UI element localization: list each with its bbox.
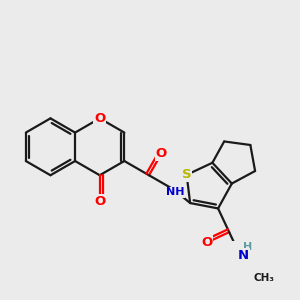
Text: CH₃: CH₃ xyxy=(254,273,274,283)
Text: H: H xyxy=(243,242,252,252)
Text: O: O xyxy=(201,236,212,249)
Text: S: S xyxy=(182,168,191,181)
Text: O: O xyxy=(94,195,105,208)
Text: O: O xyxy=(156,147,167,160)
Text: N: N xyxy=(238,249,249,262)
Text: NH: NH xyxy=(166,187,184,197)
Text: O: O xyxy=(94,112,105,125)
